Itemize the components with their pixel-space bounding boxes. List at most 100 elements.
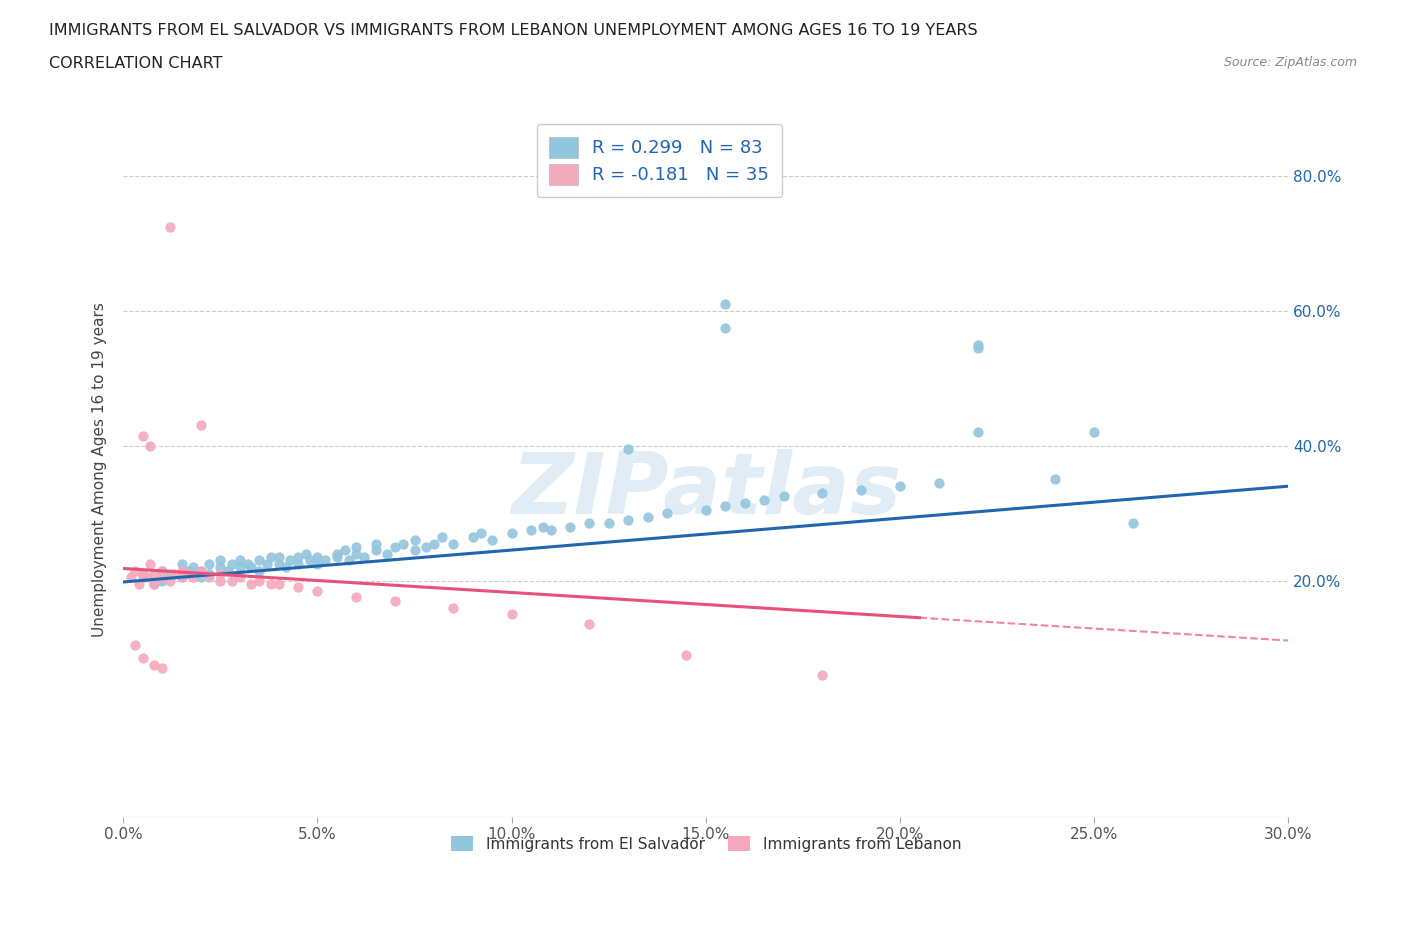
Point (247, 553, 270, 568)
Point (734, 496, 756, 511)
Point (714, 320, 737, 335)
Point (170, 563, 193, 578)
Point (298, 553, 321, 568)
Point (128, 577, 150, 591)
Point (540, 523, 562, 538)
Point (617, 512, 640, 527)
Point (752, 492, 775, 507)
Point (353, 550, 375, 565)
Point (307, 556, 329, 571)
Point (247, 563, 270, 578)
Point (143, 658, 166, 672)
Point (966, 425, 988, 440)
Point (143, 566, 166, 581)
Point (314, 553, 336, 568)
Point (404, 543, 426, 558)
Point (851, 482, 873, 497)
Point (520, 523, 543, 538)
Point (287, 580, 309, 595)
Point (170, 570, 193, 585)
Point (159, 219, 181, 234)
Point (170, 556, 193, 571)
Point (236, 556, 259, 571)
Point (260, 577, 283, 591)
Point (1045, 472, 1067, 487)
Point (124, 563, 146, 578)
Point (501, 526, 523, 541)
Point (637, 509, 659, 524)
Point (655, 506, 678, 521)
Point (598, 516, 620, 531)
Point (209, 566, 232, 581)
Point (197, 566, 219, 581)
Point (260, 550, 283, 565)
Point (423, 536, 446, 551)
Point (190, 418, 212, 433)
Point (501, 607, 523, 622)
Point (197, 570, 219, 585)
Point (928, 475, 950, 490)
Point (132, 428, 155, 443)
Point (278, 553, 301, 568)
Point (307, 550, 329, 565)
Point (179, 563, 201, 578)
Point (197, 556, 219, 571)
Point (240, 577, 263, 591)
Point (209, 573, 232, 588)
Point (240, 560, 263, 575)
Point (217, 563, 239, 578)
Point (470, 526, 492, 541)
Point (333, 543, 356, 558)
Point (229, 553, 252, 568)
Point (267, 550, 290, 565)
Point (326, 550, 349, 565)
Point (190, 570, 212, 585)
Y-axis label: Unemployment Among Ages 16 to 19 years: Unemployment Among Ages 16 to 19 years (93, 302, 107, 637)
Point (150, 570, 173, 585)
Point (132, 651, 155, 666)
Point (150, 563, 173, 578)
Point (441, 600, 464, 615)
Point (326, 546, 349, 561)
Point (181, 570, 204, 585)
Point (344, 539, 367, 554)
Point (578, 617, 600, 631)
Point (966, 340, 988, 355)
Point (461, 529, 484, 544)
Point (344, 546, 367, 561)
Point (190, 563, 212, 578)
Point (132, 566, 155, 581)
Point (135, 570, 157, 585)
Point (384, 539, 406, 554)
Point (247, 573, 270, 588)
Point (415, 539, 437, 554)
Point (889, 479, 911, 494)
Point (384, 593, 406, 608)
Point (276, 560, 298, 575)
Point (714, 499, 737, 514)
Point (190, 563, 212, 578)
Point (150, 573, 173, 588)
Point (229, 570, 252, 585)
Point (404, 533, 426, 548)
Point (267, 577, 290, 591)
Point (221, 556, 243, 571)
Point (811, 485, 834, 500)
Point (558, 519, 581, 534)
Point (811, 668, 834, 683)
Point (209, 553, 232, 568)
Point (430, 529, 453, 544)
Point (221, 573, 243, 588)
Point (772, 489, 794, 504)
Point (209, 560, 232, 575)
Point (531, 519, 554, 534)
Point (150, 661, 173, 676)
Text: IMMIGRANTS FROM EL SALVADOR VS IMMIGRANTS FROM LEBANON UNEMPLOYMENT AMONG AGES 1: IMMIGRANTS FROM EL SALVADOR VS IMMIGRANT… (49, 23, 977, 38)
Point (695, 502, 717, 517)
Text: Source: ZipAtlas.com: Source: ZipAtlas.com (1223, 56, 1357, 69)
Point (139, 438, 162, 453)
Point (124, 637, 146, 652)
Point (675, 647, 697, 662)
Point (120, 570, 142, 585)
Point (179, 566, 201, 581)
